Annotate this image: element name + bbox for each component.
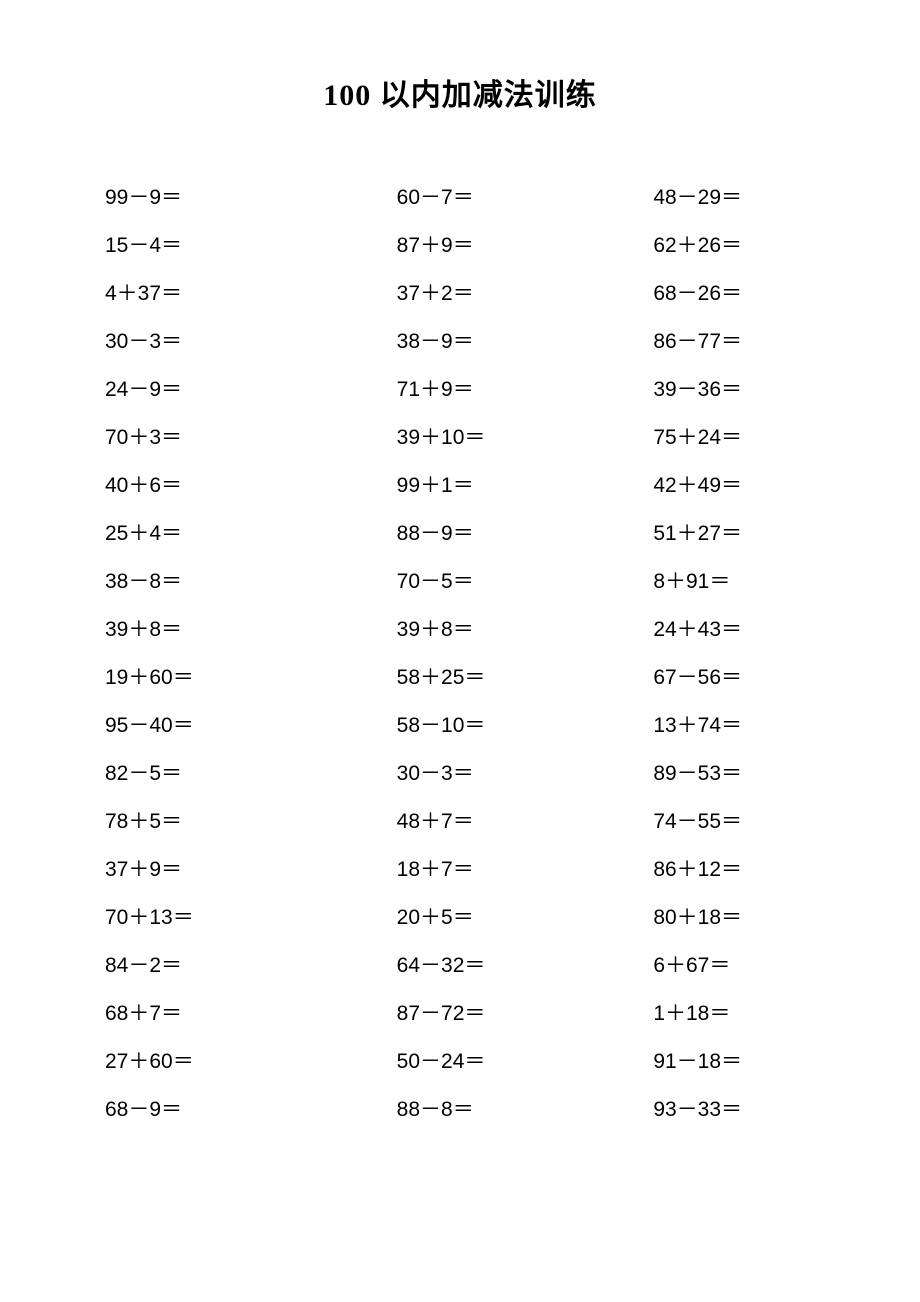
math-problem: 18＋7＝ [342, 846, 579, 894]
math-problem: 20＋5＝ [342, 894, 579, 942]
math-problem: 86＋12＝ [578, 846, 815, 894]
math-problem: 13＋74＝ [578, 702, 815, 750]
math-problem: 75＋24＝ [578, 414, 815, 462]
math-problem: 39＋8＝ [105, 606, 342, 654]
math-problem: 30－3＝ [105, 318, 342, 366]
math-problem: 64－32＝ [342, 942, 579, 990]
math-problem: 37＋2＝ [342, 270, 579, 318]
math-problem: 74－55＝ [578, 798, 815, 846]
math-problem: 78＋5＝ [105, 798, 342, 846]
math-problem: 68＋7＝ [105, 990, 342, 1038]
math-problem: 88－8＝ [342, 1086, 579, 1134]
math-problem: 38－8＝ [105, 558, 342, 606]
math-problem: 48＋7＝ [342, 798, 579, 846]
math-problem: 25＋4＝ [105, 510, 342, 558]
math-problem: 58－10＝ [342, 702, 579, 750]
math-problem: 8＋91＝ [578, 558, 815, 606]
math-problem: 82－5＝ [105, 750, 342, 798]
math-problem: 68－9＝ [105, 1086, 342, 1134]
problems-column-1: 99－9＝15－4＝4＋37＝30－3＝24－9＝70＋3＝40＋6＝25＋4＝… [105, 174, 342, 1134]
math-problem: 62＋26＝ [578, 222, 815, 270]
math-problem: 19＋60＝ [105, 654, 342, 702]
math-problem: 4＋37＝ [105, 270, 342, 318]
math-problem: 38－9＝ [342, 318, 579, 366]
problems-column-2: 60－7＝87＋9＝37＋2＝38－9＝71＋9＝39＋10＝99＋1＝88－9… [342, 174, 579, 1134]
math-problem: 91－18＝ [578, 1038, 815, 1086]
math-problem: 68－26＝ [578, 270, 815, 318]
math-problem: 15－4＝ [105, 222, 342, 270]
math-problem: 84－2＝ [105, 942, 342, 990]
math-problem: 40＋6＝ [105, 462, 342, 510]
math-problem: 60－7＝ [342, 174, 579, 222]
math-problem: 86－77＝ [578, 318, 815, 366]
math-problem: 39＋10＝ [342, 414, 579, 462]
math-problem: 50－24＝ [342, 1038, 579, 1086]
math-problem: 87＋9＝ [342, 222, 579, 270]
math-problem: 42＋49＝ [578, 462, 815, 510]
math-problem: 58＋25＝ [342, 654, 579, 702]
math-problem: 80＋18＝ [578, 894, 815, 942]
math-problem: 30－3＝ [342, 750, 579, 798]
math-problem: 24＋43＝ [578, 606, 815, 654]
math-problem: 99＋1＝ [342, 462, 579, 510]
math-problem: 87－72＝ [342, 990, 579, 1038]
math-problem: 99－9＝ [105, 174, 342, 222]
problems-column-3: 48－29＝62＋26＝68－26＝86－77＝39－36＝75＋24＝42＋4… [578, 174, 815, 1134]
math-problem: 37＋9＝ [105, 846, 342, 894]
math-problem: 27＋60＝ [105, 1038, 342, 1086]
math-problem: 88－9＝ [342, 510, 579, 558]
math-problem: 39＋8＝ [342, 606, 579, 654]
math-problem: 70＋13＝ [105, 894, 342, 942]
math-problem: 48－29＝ [578, 174, 815, 222]
page-title: 100 以内加减法训练 [105, 70, 815, 114]
math-problem: 24－9＝ [105, 366, 342, 414]
math-problem: 67－56＝ [578, 654, 815, 702]
math-problem: 71＋9＝ [342, 366, 579, 414]
math-problem: 6＋67＝ [578, 942, 815, 990]
math-problem: 39－36＝ [578, 366, 815, 414]
math-problem: 95－40＝ [105, 702, 342, 750]
math-problem: 1＋18＝ [578, 990, 815, 1038]
math-problem: 93－33＝ [578, 1086, 815, 1134]
math-problem: 70－5＝ [342, 558, 579, 606]
problems-grid: 99－9＝15－4＝4＋37＝30－3＝24－9＝70＋3＝40＋6＝25＋4＝… [105, 174, 815, 1134]
math-problem: 89－53＝ [578, 750, 815, 798]
math-problem: 51＋27＝ [578, 510, 815, 558]
math-problem: 70＋3＝ [105, 414, 342, 462]
